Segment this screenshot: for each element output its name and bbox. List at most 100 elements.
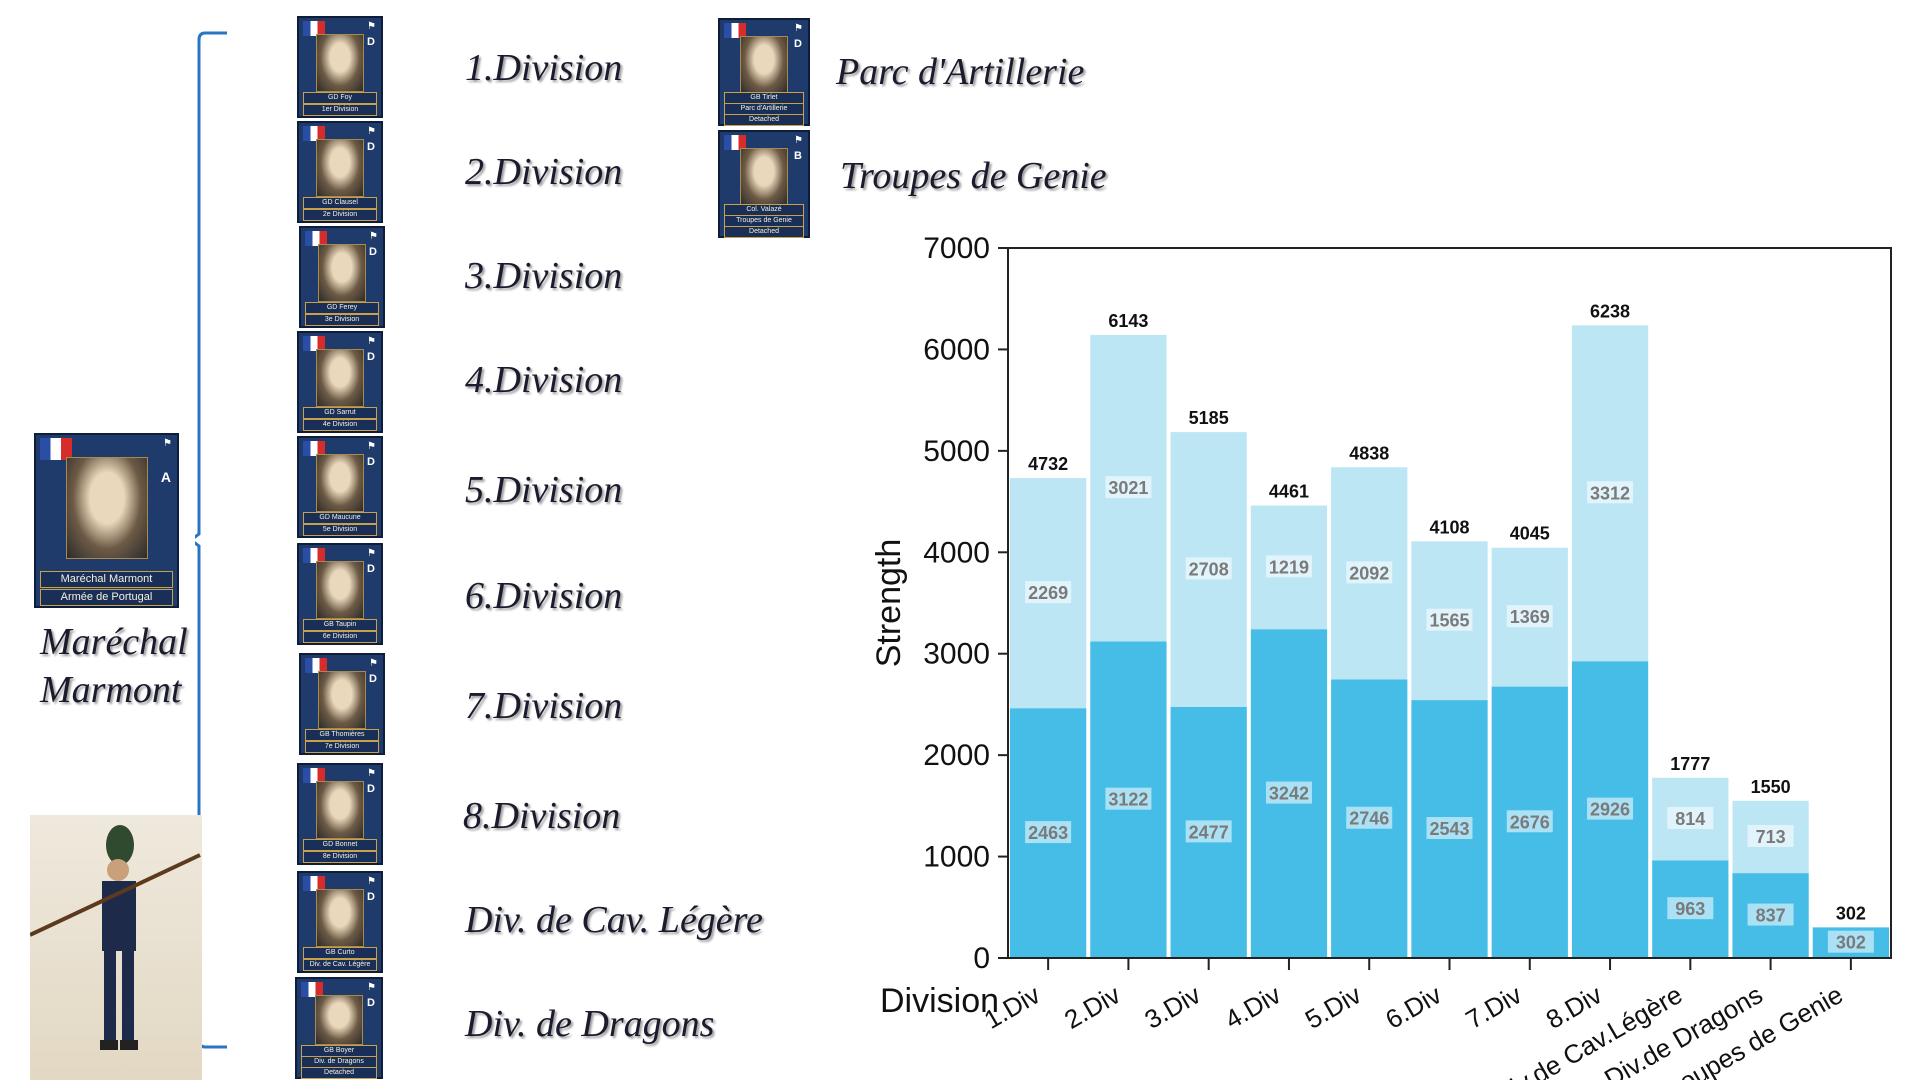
rank-letter: D [794, 38, 802, 50]
rank-letter: D [367, 456, 375, 468]
rank-letter: D [367, 783, 375, 795]
x-tick-label: 6.Div [1380, 979, 1446, 1035]
portrait-caption: GD Clausel [303, 197, 377, 209]
bar-segment [1812, 927, 1889, 958]
data-label-box [1185, 820, 1232, 843]
data-label-box [1265, 781, 1312, 804]
data-label: 3122 [1108, 790, 1148, 810]
bar-segment [1411, 541, 1488, 701]
y-tick-label: 1000 [923, 841, 990, 874]
division-portrait: ⚑ D GD Ferey 3e Division [299, 226, 385, 328]
division-label: 3.Division [465, 255, 623, 297]
data-label: 3021 [1108, 478, 1148, 498]
division-portrait: ⚑ D GB Boyer Div. de Dragons Detached [295, 977, 383, 1079]
total-label: 5185 [1189, 408, 1229, 428]
data-label: 837 [1756, 906, 1786, 926]
pennant-icon: ⚑ [794, 135, 803, 146]
division-portrait: ⚑ D GD Bonnet 8e Division [297, 763, 383, 865]
officer-face [316, 349, 364, 407]
y-axis-label: Strength [870, 539, 908, 668]
officer-face [318, 244, 366, 302]
portrait-caption: Detached [724, 226, 804, 238]
portrait-caption: GD Foy [303, 92, 377, 104]
commander-caption-2: Armée de Portugal [40, 589, 173, 606]
data-label-box [1105, 476, 1152, 499]
french-flag-icon [305, 231, 327, 246]
portrait-caption: GD Bonnet [303, 839, 377, 851]
genie-portrait: ⚑ B Col. Valazé Troupes de Genie Detache… [718, 130, 810, 238]
data-label-box [1587, 481, 1634, 504]
data-label: 302 [1836, 933, 1866, 953]
rank-letter: D [367, 141, 375, 153]
french-flag-icon [40, 438, 72, 460]
portrait-caption: 5e Division [303, 524, 377, 536]
y-tick-label: 0 [973, 942, 990, 975]
french-flag-icon [303, 876, 325, 891]
portrait-caption: 8e Division [303, 851, 377, 863]
x-axis-label: Division [880, 982, 999, 1020]
x-tick-label: 5.Div [1300, 979, 1366, 1035]
french-flag-icon [303, 336, 325, 351]
x-tick-label: 8.Div [1541, 979, 1607, 1035]
data-label: 2269 [1028, 583, 1068, 603]
bar-segment [1732, 873, 1809, 958]
data-label-box [1346, 806, 1393, 829]
french-flag-icon [305, 658, 327, 673]
y-tick-label: 7000 [923, 232, 990, 265]
bar-segment [1652, 777, 1729, 861]
data-label: 3312 [1590, 483, 1630, 503]
data-label: 2676 [1510, 812, 1550, 832]
pennant-icon: ⚑ [163, 438, 172, 449]
officer-face [740, 36, 788, 94]
data-label-box [1667, 897, 1714, 920]
portrait-caption: GB Curto [303, 947, 377, 959]
data-label: 2092 [1349, 563, 1389, 583]
officer-face [318, 671, 366, 729]
data-label-box [1587, 797, 1634, 820]
pennant-icon: ⚑ [367, 768, 376, 779]
x-tick-label: 2.Div [1059, 979, 1125, 1035]
pennant-icon: ⚑ [367, 21, 376, 32]
pennant-icon: ⚑ [367, 336, 376, 347]
bar-segment [1250, 505, 1328, 630]
bar-segment [1331, 467, 1408, 680]
total-label: 6238 [1590, 301, 1630, 321]
pennant-icon: ⚑ [369, 658, 378, 669]
officer-face [315, 995, 363, 1045]
bar-segment [1010, 708, 1087, 958]
bar-segment [1170, 432, 1247, 707]
division-portrait: ⚑ D GB Thomières 7e Division [299, 653, 385, 755]
rank-letter: D [369, 246, 377, 258]
division-portrait: ⚑ D GD Foy 1er Division [297, 16, 383, 118]
data-label-box [1025, 821, 1072, 844]
rank-letter: D [367, 563, 375, 575]
portrait-caption: GB Thomières [305, 729, 379, 741]
data-label: 2708 [1189, 559, 1229, 579]
x-tick-label: Div.de Cav.Légère [1489, 979, 1687, 1080]
portrait-caption: 1er Division [303, 104, 377, 116]
division-label: Div. de Cav. Légère [465, 899, 763, 941]
data-label-box [1506, 810, 1553, 833]
soldier-illustration [29, 815, 202, 1080]
portrait-caption: 2e Division [303, 209, 377, 221]
plot-frame [1007, 247, 1892, 959]
bar-segment [1170, 706, 1247, 958]
total-label: 6143 [1108, 311, 1148, 331]
bar-segment [1571, 661, 1649, 958]
data-label: 1565 [1429, 611, 1469, 631]
division-label: 4.Division [465, 359, 623, 401]
org-bracket [195, 31, 227, 1049]
division-label: 7.Division [465, 685, 623, 727]
portrait-caption: Detached [724, 114, 804, 126]
data-label-box [1025, 581, 1072, 604]
data-label-box [1426, 817, 1473, 840]
french-flag-icon [303, 441, 325, 456]
total-label: 4045 [1510, 524, 1550, 544]
french-flag-icon [724, 23, 746, 38]
officer-face [316, 889, 364, 947]
division-label: 8.Division [463, 795, 621, 837]
total-label: 4838 [1349, 443, 1389, 463]
portrait-caption: 3e Division [305, 314, 379, 326]
bar-segment [1732, 800, 1809, 874]
x-tick-label: 1.Div [979, 979, 1045, 1035]
